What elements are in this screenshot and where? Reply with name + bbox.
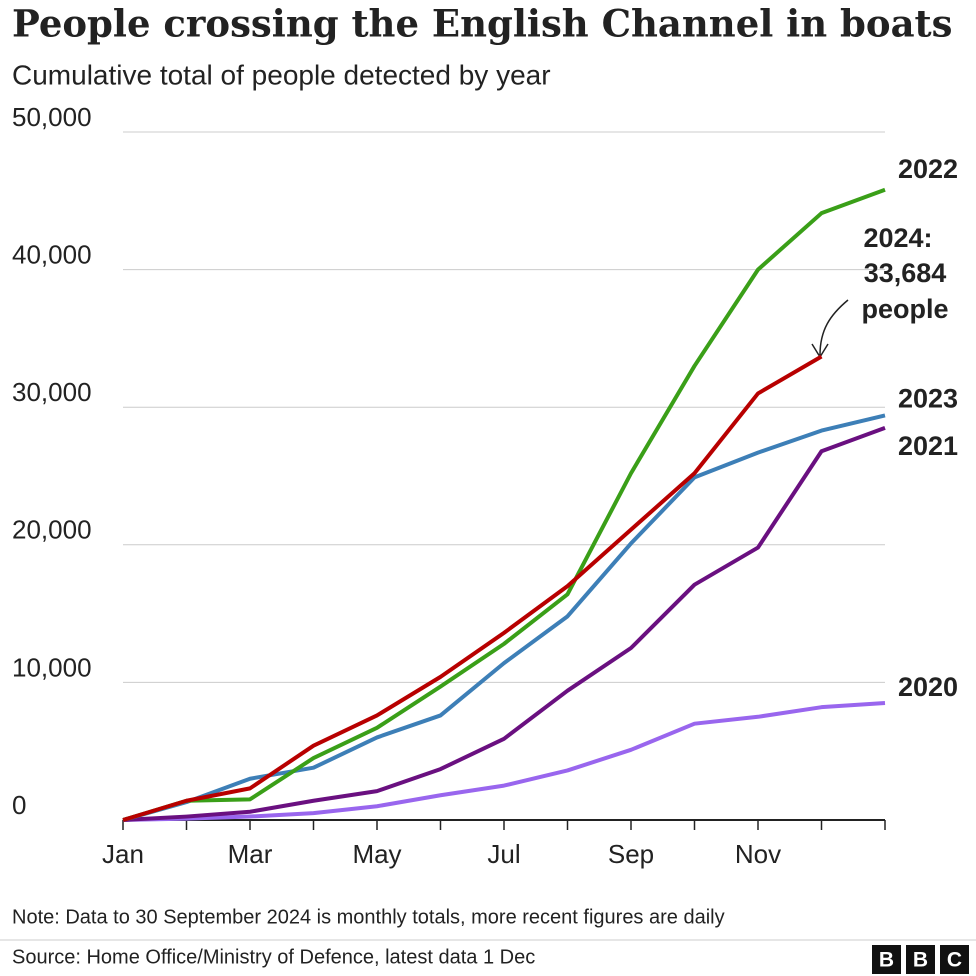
- series-label: 2021: [898, 431, 958, 461]
- logo-letter: B: [913, 949, 928, 972]
- y-tick-label: 20,000: [12, 515, 92, 545]
- chart-subtitle: Cumulative total of people detected by y…: [12, 59, 551, 90]
- note: Note: Data to 30 September 2024 is month…: [12, 906, 725, 928]
- series-label: 2023: [898, 384, 958, 414]
- x-tick-label: Mar: [228, 839, 273, 869]
- series-line: [122, 701, 886, 822]
- x-tick-label: Sep: [608, 839, 654, 869]
- source: Source: Home Office/Ministry of Defence,…: [12, 946, 535, 968]
- y-tick-label: 10,000: [12, 652, 92, 682]
- series-line: [122, 354, 823, 822]
- series-label: 2024:: [863, 223, 932, 253]
- x-tick-label: Nov: [735, 839, 781, 869]
- y-tick-label: 30,000: [12, 377, 92, 407]
- x-tick-label: May: [352, 839, 401, 869]
- series-label: 2022: [898, 154, 958, 184]
- logo-letter: B: [879, 949, 894, 972]
- y-tick-label: 0: [12, 790, 26, 820]
- logo-letter: C: [947, 949, 962, 972]
- logo-box: [940, 945, 969, 974]
- series-line: [122, 425, 886, 822]
- y-tick-label: 40,000: [12, 239, 92, 269]
- x-tick-label: Jul: [487, 839, 520, 869]
- logo-box: [906, 945, 935, 974]
- annotation: people: [861, 294, 948, 324]
- logo-box: [872, 945, 901, 974]
- series-line: [122, 187, 886, 822]
- y-tick-label: 50,000: [12, 102, 92, 132]
- series-line: [122, 413, 886, 822]
- series-label: 2020: [898, 672, 958, 702]
- x-tick-label: Jan: [102, 839, 144, 869]
- chart-title: People crossing the English Channel in b…: [12, 2, 952, 46]
- value-label: 33,684: [864, 258, 947, 288]
